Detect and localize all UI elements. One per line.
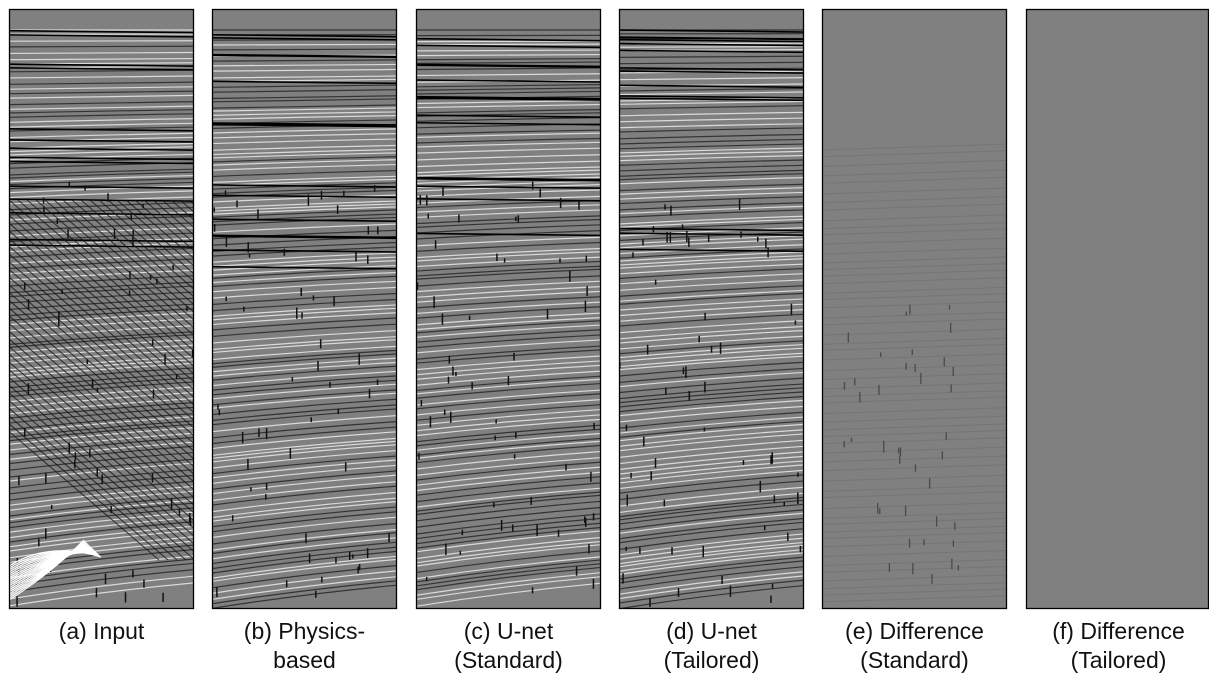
panel: (c) U-net (Standard): [416, 9, 601, 673]
panel: (b) Physics-based: [212, 9, 397, 673]
panel-background: [1026, 9, 1209, 609]
panel: (e) Difference (Standard): [822, 9, 1007, 673]
panel-caption: (Tailored): [1071, 647, 1167, 673]
panel-caption: (b) Physics-: [244, 618, 365, 644]
top-band: [212, 9, 397, 29]
panel-caption: based: [273, 647, 336, 673]
top-band: [9, 9, 194, 29]
panel-caption: (a) Input: [59, 618, 145, 644]
panel: (f) Difference (Tailored): [1026, 9, 1209, 673]
page: (a) Input (b) Physics-based (c) U-net (Stan…: [0, 0, 1209, 679]
panel-caption: (d) U-net: [666, 618, 757, 644]
panel-caption: (Standard): [860, 647, 969, 673]
panel-caption: (Standard): [454, 647, 563, 673]
panel-caption: (c) U-net: [464, 618, 554, 644]
top-band: [416, 9, 601, 29]
figure: (a) Input (b) Physics-based (c) U-net (Stan…: [0, 0, 1209, 679]
top-band: [619, 9, 804, 29]
panel-caption: (e) Difference: [845, 618, 984, 644]
panel-caption: (Tailored): [664, 647, 760, 673]
panel-caption: (f) Difference: [1052, 618, 1185, 644]
panel: (d) U-net (Tailored): [619, 9, 804, 673]
